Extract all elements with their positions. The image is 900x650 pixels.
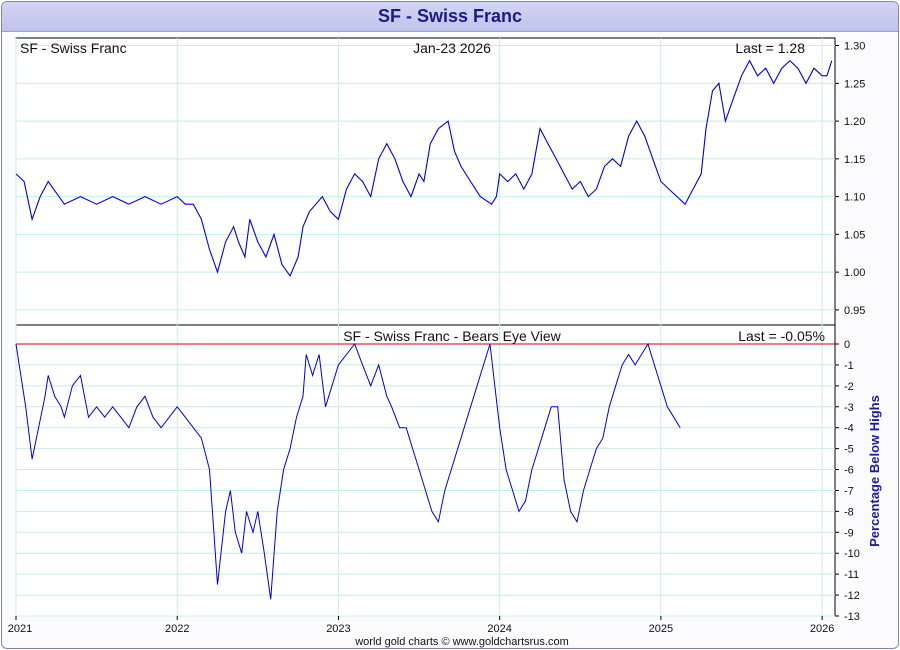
bears-eye-y-tick-label: -9 xyxy=(844,527,854,539)
price-y-tick-label: 0.95 xyxy=(844,305,865,317)
price-y-tick-label: 1.00 xyxy=(844,267,865,279)
price-title-left: SF - Swiss Franc xyxy=(20,40,127,56)
bears-eye-y-tick-label: -1 xyxy=(844,360,854,372)
grid-layer xyxy=(15,38,835,617)
x-tick-label: 2024 xyxy=(487,623,511,635)
price-y-tick-label: 1.30 xyxy=(844,41,865,53)
window-title: SF - Swiss Franc xyxy=(377,6,523,26)
bears-eye-series-line xyxy=(15,342,681,600)
bears-eye-y-tick-label: -7 xyxy=(844,485,854,497)
bears-eye-panel: SF - Swiss Franc - Bears Eye View Last =… xyxy=(15,328,882,623)
bears-eye-y-tick-label: -13 xyxy=(844,611,860,623)
bears-eye-last-label: Last = -0.05% xyxy=(738,328,825,344)
plot-border xyxy=(15,37,836,617)
footer-credit: world gold charts © www.goldchartsrus.co… xyxy=(354,636,569,648)
price-y-tick-label: 1.15 xyxy=(844,154,865,166)
bears-eye-y-tick-label: -2 xyxy=(844,381,854,393)
x-tick-label: 2022 xyxy=(165,623,189,635)
bears-eye-y-label: Percentage Below Highs xyxy=(867,395,882,547)
price-last-label: Last = 1.28 xyxy=(735,40,805,56)
bears-eye-y-tick-label: -11 xyxy=(844,569,859,581)
price-series-line xyxy=(15,59,833,278)
x-tick-label: 2026 xyxy=(810,623,834,635)
price-y-axis: 0.95 1.00 1.05 1.10 1.15 1.20 1.25 1.30 xyxy=(835,41,865,317)
bears-eye-title: SF - Swiss Franc - Bears Eye View xyxy=(343,328,561,344)
bears-eye-y-tick-label: -8 xyxy=(844,506,854,518)
bears-eye-y-tick-label: -4 xyxy=(844,423,854,435)
price-y-tick-label: 1.20 xyxy=(844,116,865,128)
price-y-tick-label: 1.05 xyxy=(844,229,865,241)
price-y-tick-label: 1.10 xyxy=(844,192,865,204)
bears-eye-y-tick-label: -12 xyxy=(844,590,860,602)
bears-eye-y-axis: 0 -1 -2 -3 -4 -5 -6 -7 -8 -9 -10 -11 -12 -13 xyxy=(835,339,860,623)
x-tick-label: 2023 xyxy=(326,623,350,635)
price-y-tick-label: 1.25 xyxy=(844,78,865,90)
x-tick-label: 2021 xyxy=(8,623,32,635)
bears-eye-y-tick-label: -10 xyxy=(844,548,860,560)
window-header: SF - Swiss Franc xyxy=(2,2,898,32)
x-tick-label: 2025 xyxy=(649,623,673,635)
price-title-date: Jan-23 2026 xyxy=(413,40,491,56)
price-panel: SF - Swiss Franc Jan-23 2026 Last = 1.28… xyxy=(15,40,865,317)
bears-eye-y-tick-label: 0 xyxy=(844,339,850,351)
bears-eye-y-tick-label: -6 xyxy=(844,465,854,477)
x-axis: 2021 2022 2023 2024 2025 2026 xyxy=(8,616,834,635)
bears-eye-y-tick-label: -5 xyxy=(844,444,854,456)
bears-eye-y-tick-label: -3 xyxy=(844,402,854,414)
